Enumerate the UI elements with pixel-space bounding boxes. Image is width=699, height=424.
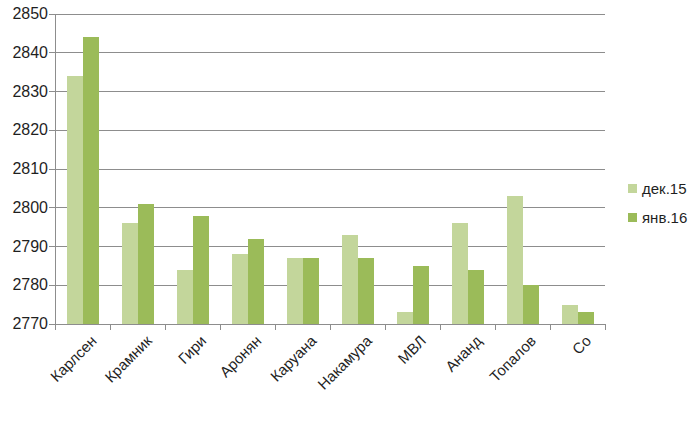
- bar-янв.16: [193, 216, 209, 325]
- y-tick-label: 2800: [4, 199, 48, 217]
- x-tick-label: Со: [569, 332, 595, 358]
- gridline: [55, 169, 605, 170]
- bar-янв.16: [358, 258, 374, 324]
- bar-дек.15: [122, 223, 138, 324]
- legend-label: дек.15: [642, 181, 687, 196]
- x-axis-tick: [220, 324, 221, 330]
- y-tick-label: 2790: [4, 238, 48, 256]
- x-tick-label: Крамник: [101, 332, 155, 386]
- bar-chart: 2770 2780 2790 2800 2810 2820 2830 2840 2850 Карл…: [0, 0, 699, 424]
- legend-label: янв.16: [642, 210, 687, 225]
- y-tick-label: 2850: [4, 5, 48, 23]
- y-tick-label: 2810: [4, 160, 48, 178]
- bar-янв.16: [413, 266, 429, 324]
- y-tick-label: 2820: [4, 121, 48, 139]
- x-tick-label: Карлсен: [47, 332, 100, 385]
- legend-entry: янв.16: [628, 210, 687, 225]
- x-axis-tick: [440, 324, 441, 330]
- y-tick-label: 2770: [4, 315, 48, 333]
- legend-swatch-icon: [628, 184, 637, 193]
- bar-янв.16: [303, 258, 319, 324]
- bar-дек.15: [232, 254, 248, 324]
- bar-янв.16: [83, 37, 99, 324]
- bar-дек.15: [67, 76, 83, 324]
- x-tick-label: Топалов: [486, 332, 539, 385]
- y-tick-label: 2840: [4, 44, 48, 62]
- legend-swatch-icon: [628, 213, 637, 222]
- gridline: [55, 52, 605, 53]
- x-tick-label: Накамура: [314, 332, 375, 393]
- legend-entry: дек.15: [628, 181, 687, 196]
- bar-янв.16: [468, 270, 484, 324]
- bar-дек.15: [452, 223, 468, 324]
- x-axis-tick: [550, 324, 551, 330]
- gridline: [55, 14, 605, 15]
- x-axis-tick: [275, 324, 276, 330]
- x-axis-tick: [110, 324, 111, 330]
- bar-янв.16: [248, 239, 264, 324]
- bar-дек.15: [507, 196, 523, 324]
- x-axis-tick: [495, 324, 496, 330]
- x-tick-label: Ананд: [442, 332, 485, 375]
- x-axis-tick: [165, 324, 166, 330]
- x-tick-label: МВЛ: [395, 332, 430, 367]
- x-tick-label: Каруана: [267, 332, 320, 385]
- y-tick-label: 2830: [4, 83, 48, 101]
- bar-дек.15: [342, 235, 358, 324]
- x-axis-tick: [385, 324, 386, 330]
- bar-янв.16: [523, 285, 539, 324]
- y-tick-label: 2780: [4, 276, 48, 294]
- x-axis-tick: [55, 324, 56, 330]
- x-axis-tick: [330, 324, 331, 330]
- bar-дек.15: [397, 312, 413, 324]
- bar-янв.16: [578, 312, 594, 324]
- x-tick-label: Гири: [175, 332, 210, 367]
- bar-дек.15: [287, 258, 303, 324]
- gridline: [55, 130, 605, 131]
- x-axis-tick: [605, 324, 606, 330]
- legend: дек.15 янв.16: [628, 181, 687, 225]
- bar-дек.15: [177, 270, 193, 324]
- y-axis-line: [55, 14, 56, 324]
- bar-янв.16: [138, 204, 154, 324]
- bar-дек.15: [562, 305, 578, 324]
- gridline: [55, 91, 605, 92]
- x-tick-label: Аронян: [216, 332, 264, 380]
